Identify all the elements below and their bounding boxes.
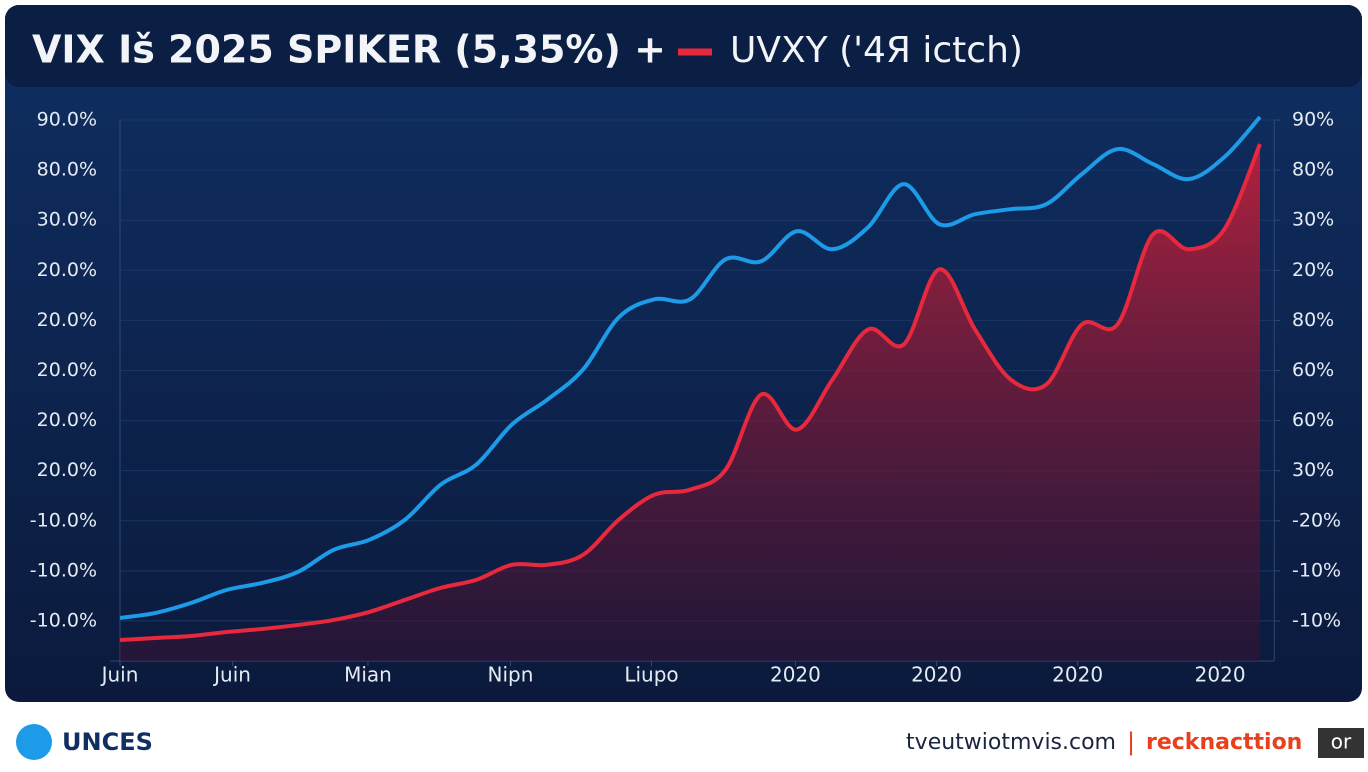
y2-tick-label: 30% — [1292, 209, 1334, 231]
y-tick-label: 30.0% — [37, 209, 97, 231]
y2-tick-label: 20% — [1292, 259, 1334, 281]
y2-tick-label: 90% — [1292, 109, 1334, 131]
x-tick-label: Liupo — [624, 663, 678, 687]
y-tick-label: -10.0% — [30, 559, 97, 581]
y2-tick-label: 80% — [1292, 309, 1334, 331]
x-tick-label: 2020 — [1052, 663, 1103, 687]
title-band — [5, 5, 1362, 87]
y-tick-label: 20.0% — [37, 459, 97, 481]
separator: | — [1127, 728, 1135, 756]
x-tick-label: 2020 — [1195, 663, 1246, 687]
legend-label: UVXY ('4Я ictch) — [730, 30, 1023, 71]
y-tick-label: 20.0% — [37, 259, 97, 281]
y-tick-label: 20.0% — [37, 409, 97, 431]
x-tick-label: Nipn — [488, 663, 534, 687]
y-tick-label: 80.0% — [37, 159, 97, 181]
x-tick-label: Juin — [100, 663, 139, 687]
y-tick-label: -10.0% — [30, 509, 97, 531]
y-tick-label: -10.0% — [30, 609, 97, 631]
site: tvеutwiotmvis.com — [906, 730, 1116, 755]
y-tick-label: 20.0% — [37, 359, 97, 381]
logo-icon — [16, 724, 52, 760]
x-tick-label: 2020 — [911, 663, 962, 687]
chart-title: VIX Iš 2025 SPIKER (5,35%) + — [32, 28, 666, 72]
y2-tick-label: 30% — [1292, 459, 1334, 481]
y2-tick-label: 60% — [1292, 409, 1334, 431]
brand: UNCES — [62, 728, 153, 756]
series-line — [119, 115, 1262, 620]
tag: recknacttion — [1146, 730, 1302, 755]
y2-tick-label: -10% — [1292, 609, 1341, 631]
badge-bg — [1318, 728, 1364, 758]
badge: or — [1331, 730, 1352, 754]
footer — [0, 712, 1368, 768]
y-tick-label: 20.0% — [37, 309, 97, 331]
y-tick-label: 90.0% — [37, 109, 97, 131]
x-tick-label: Mian — [344, 663, 392, 687]
y2-tick-label: -10% — [1292, 559, 1341, 581]
y2-tick-label: -20% — [1292, 509, 1341, 531]
x-tick-label: Juin — [212, 663, 251, 687]
y2-tick-label: 60% — [1292, 359, 1334, 381]
area — [120, 144, 1260, 662]
series-line — [119, 143, 1262, 642]
x-tick-label: 2020 — [770, 663, 821, 687]
y2-tick-label: 80% — [1292, 159, 1334, 181]
